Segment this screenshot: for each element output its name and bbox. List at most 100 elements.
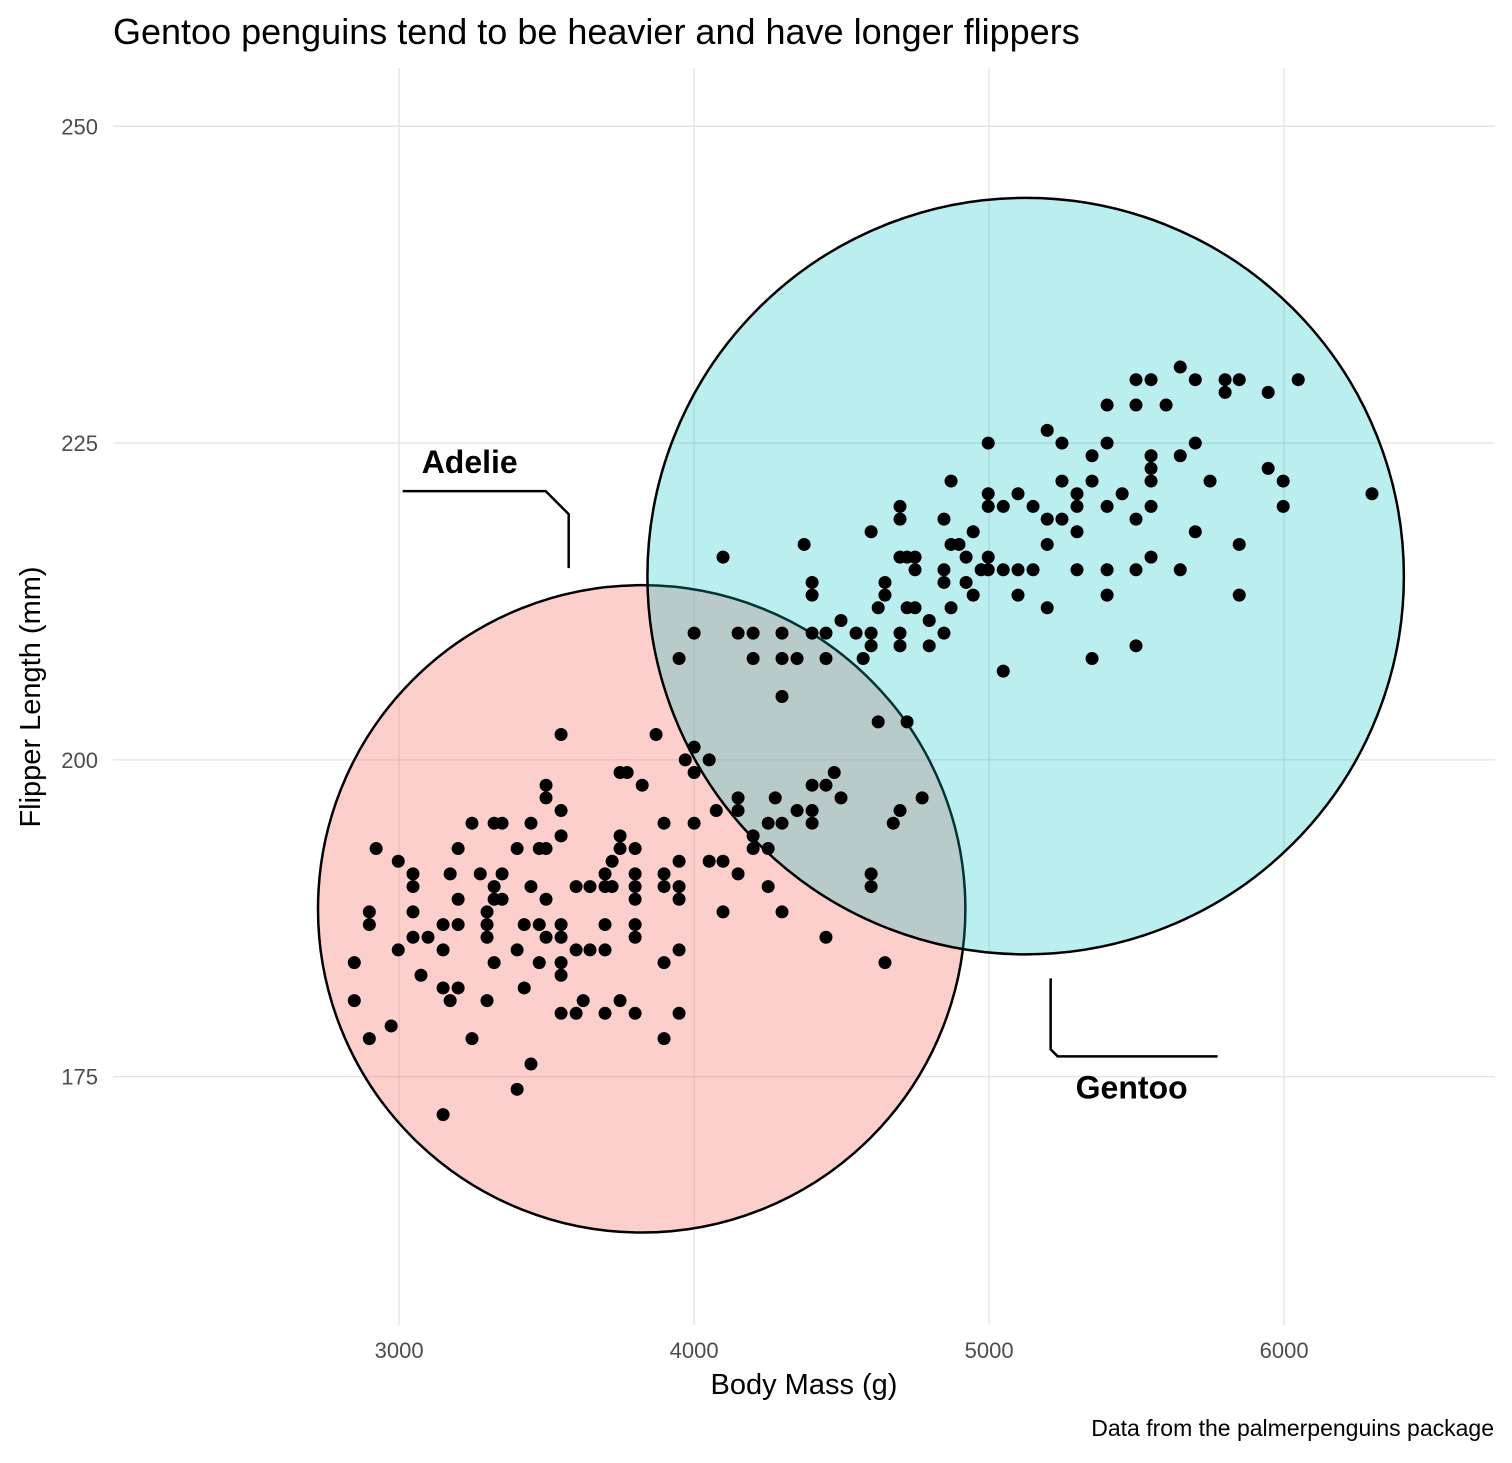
data-point: [922, 613, 936, 627]
data-point: [775, 905, 789, 919]
data-point: [819, 930, 833, 944]
data-point: [966, 525, 980, 539]
data-point: [487, 956, 501, 970]
data-point: [539, 930, 553, 944]
data-point: [746, 626, 760, 640]
data-point: [524, 880, 538, 894]
data-point: [583, 880, 597, 894]
data-point: [678, 753, 692, 767]
data-point: [436, 981, 450, 995]
data-point: [937, 626, 951, 640]
data-point: [775, 626, 789, 640]
data-point: [900, 715, 914, 729]
data-point: [1232, 537, 1246, 551]
data-point: [605, 854, 619, 868]
data-point: [746, 842, 760, 856]
data-point: [1070, 487, 1084, 501]
data-point: [657, 880, 671, 894]
data-point: [1100, 499, 1114, 513]
data-point: [1070, 525, 1084, 539]
data-point: [864, 867, 878, 881]
data-point: [915, 791, 929, 805]
data-point: [864, 525, 878, 539]
data-point: [613, 842, 627, 856]
data-point: [908, 563, 922, 577]
data-point: [672, 854, 686, 868]
data-point: [775, 816, 789, 830]
data-point: [369, 842, 383, 856]
data-point: [922, 639, 936, 653]
data-point: [672, 651, 686, 665]
data-point: [1144, 373, 1158, 387]
data-point: [539, 842, 553, 856]
data-point: [871, 601, 885, 615]
data-point: [1218, 373, 1232, 387]
data-point: [451, 842, 465, 856]
data-point: [473, 867, 487, 881]
data-point: [443, 994, 457, 1008]
data-point: [517, 981, 531, 995]
data-point: [687, 816, 701, 830]
data-point: [620, 766, 634, 780]
data-point: [1218, 385, 1232, 399]
data-point: [908, 550, 922, 564]
data-point: [436, 918, 450, 932]
data-point: [657, 867, 671, 881]
data-point: [1055, 474, 1069, 488]
data-point: [672, 892, 686, 906]
data-point: [391, 854, 405, 868]
data-point: [554, 918, 568, 932]
data-point: [480, 918, 494, 932]
data-point: [583, 943, 597, 957]
data-point: [819, 651, 833, 665]
data-point: [451, 918, 465, 932]
data-point: [628, 918, 642, 932]
data-point: [628, 892, 642, 906]
data-point: [628, 930, 642, 944]
data-point: [539, 892, 553, 906]
data-point: [1144, 461, 1158, 475]
data-point: [347, 994, 361, 1008]
data-point: [944, 601, 958, 615]
data-point: [649, 728, 663, 742]
data-point: [937, 512, 951, 526]
data-point: [716, 905, 730, 919]
x-tick-label: 3000: [375, 1338, 424, 1363]
data-point: [598, 943, 612, 957]
x-tick-label: 6000: [1260, 1338, 1309, 1363]
data-point: [1100, 563, 1114, 577]
data-point: [391, 943, 405, 957]
data-point: [731, 626, 745, 640]
data-point: [406, 905, 420, 919]
data-point: [628, 880, 642, 894]
data-point: [1040, 423, 1054, 437]
data-point: [451, 892, 465, 906]
data-point: [406, 930, 420, 944]
data-point: [775, 651, 789, 665]
data-point: [362, 905, 376, 919]
data-point: [805, 575, 819, 589]
data-point: [1173, 449, 1187, 463]
data-point: [1365, 487, 1379, 501]
data-point: [406, 880, 420, 894]
data-point: [480, 905, 494, 919]
data-point: [856, 651, 870, 665]
data-point: [605, 880, 619, 894]
data-point: [716, 550, 730, 564]
data-point: [1276, 474, 1290, 488]
data-point: [443, 867, 457, 881]
group-circle: [316, 583, 967, 1234]
data-point: [878, 956, 892, 970]
data-point: [864, 639, 878, 653]
data-point: [598, 918, 612, 932]
data-point: [524, 816, 538, 830]
data-point: [569, 880, 583, 894]
data-point: [886, 816, 900, 830]
data-point: [598, 1006, 612, 1020]
data-point: [436, 943, 450, 957]
y-tick-label: 175: [61, 1065, 98, 1090]
data-point: [672, 880, 686, 894]
data-point: [827, 766, 841, 780]
data-point: [959, 550, 973, 564]
data-point: [1040, 601, 1054, 615]
